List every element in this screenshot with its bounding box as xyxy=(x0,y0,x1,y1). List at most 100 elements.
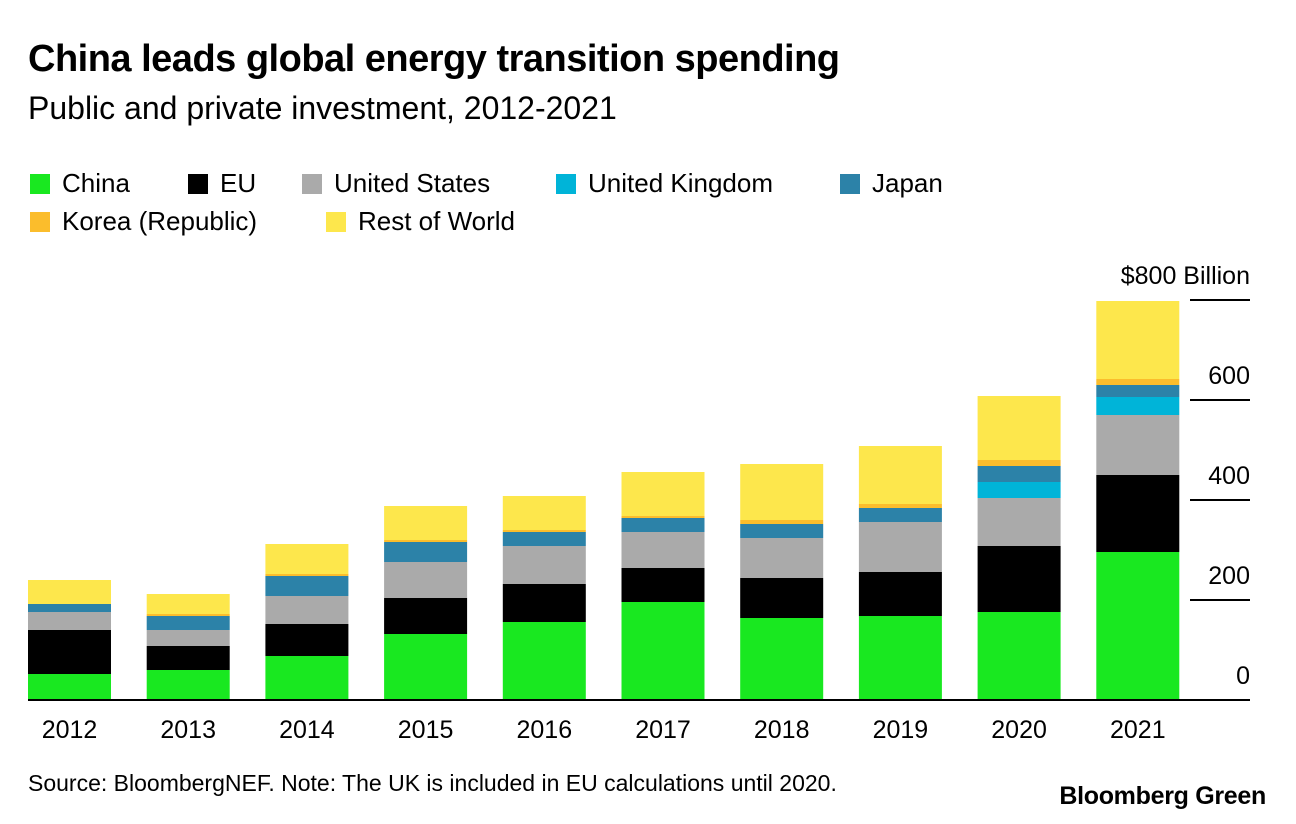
bar-segment xyxy=(977,612,1061,700)
bar-segment xyxy=(977,466,1061,482)
bar-segment xyxy=(1096,301,1180,379)
legend-label: United Kingdom xyxy=(588,168,773,198)
chart-title: China leads global energy transition spe… xyxy=(28,38,840,80)
brand-logo: Bloomberg Green xyxy=(1059,782,1266,810)
legend-item: Japan xyxy=(840,168,943,199)
x-tick-label: 2014 xyxy=(279,716,335,744)
legend-swatch xyxy=(326,211,346,232)
source-note: Source: BloombergNEF. Note: The UK is in… xyxy=(28,770,837,796)
bar-segment xyxy=(265,656,349,700)
bar-segment xyxy=(28,604,111,612)
x-tick-label: 2018 xyxy=(754,716,810,744)
legend-swatch xyxy=(840,173,860,194)
bar-segment xyxy=(146,594,230,614)
bar-segment xyxy=(265,576,349,596)
legend-label: Rest of World xyxy=(358,206,516,236)
bar-segment xyxy=(502,530,586,532)
bar-segment xyxy=(502,622,586,700)
x-tick-label: 2013 xyxy=(160,716,216,744)
y-tick-label: 400 xyxy=(1208,462,1250,490)
bar-segment xyxy=(977,482,1061,498)
bar-segment xyxy=(265,574,349,576)
legend-item: Korea (Republic) xyxy=(30,206,257,237)
bar-segment xyxy=(740,520,824,524)
bar-segment xyxy=(977,498,1061,546)
bar-segment xyxy=(502,532,586,546)
bar-segment xyxy=(502,584,586,622)
bar-segment xyxy=(621,602,705,700)
bar-segment xyxy=(28,674,111,700)
bar-segment xyxy=(146,630,230,646)
legend-item: China xyxy=(30,168,130,199)
bar-segment xyxy=(1096,379,1180,385)
bar-segment xyxy=(621,518,705,532)
bar-segment xyxy=(384,540,468,542)
y-tick-label: 0 xyxy=(1236,662,1250,690)
bar-segment xyxy=(1096,397,1180,415)
bar-segment xyxy=(265,544,349,574)
bar-segment xyxy=(1096,415,1180,475)
bar-segment xyxy=(1096,552,1180,700)
bar-segment xyxy=(384,542,468,562)
legend-swatch xyxy=(30,173,50,194)
y-tick-label: 600 xyxy=(1208,362,1250,390)
legend-label: China xyxy=(62,168,130,198)
bar-segment xyxy=(384,634,468,700)
bar-segment xyxy=(621,568,705,602)
bar-segment xyxy=(858,508,942,522)
bar-segment xyxy=(740,524,824,538)
legend-item: EU xyxy=(188,168,256,199)
bar-segment xyxy=(740,538,824,578)
chart-subtitle: Public and private investment, 2012-2021 xyxy=(28,90,617,126)
legend-label: Japan xyxy=(872,168,943,198)
bar-segment xyxy=(740,578,824,618)
x-tick-label: 2021 xyxy=(1110,716,1166,744)
x-tick-label: 2016 xyxy=(516,716,572,744)
bar-segment xyxy=(146,646,230,670)
bar-segment xyxy=(858,522,942,572)
legend-label: EU xyxy=(220,168,257,198)
legend-swatch xyxy=(30,211,50,232)
bar-segment xyxy=(265,624,349,656)
x-tick-label: 2017 xyxy=(635,716,691,744)
bar-segment xyxy=(384,562,468,598)
bar-segment xyxy=(1096,385,1180,397)
bar-segment xyxy=(977,396,1061,460)
bar-segment xyxy=(28,580,111,604)
x-tick-label: 2015 xyxy=(398,716,454,744)
bar-segment xyxy=(146,670,230,700)
bar-segment xyxy=(1096,475,1180,552)
legend-swatch xyxy=(302,173,322,194)
legend-label: Korea (Republic) xyxy=(62,206,258,236)
x-tick-label: 2020 xyxy=(991,716,1047,744)
bar-segment xyxy=(977,460,1061,466)
y-tick-label: $800 Billion xyxy=(1121,262,1250,290)
bar-segment xyxy=(621,472,705,516)
bar-segment xyxy=(502,496,586,530)
bar-segment xyxy=(146,614,230,616)
bar-segment xyxy=(858,572,942,616)
bar-segment xyxy=(28,630,111,674)
x-tick-label: 2019 xyxy=(873,716,929,744)
bar-segment xyxy=(740,618,824,700)
legend-swatch xyxy=(188,173,208,194)
bar-segment xyxy=(740,464,824,520)
bar-segment xyxy=(858,446,942,504)
legend-swatch xyxy=(556,173,576,194)
bar-segment xyxy=(265,596,349,624)
y-tick-label: 200 xyxy=(1208,562,1250,590)
bar-segment xyxy=(384,598,468,634)
bar-segment xyxy=(621,532,705,568)
bar-segment xyxy=(384,506,468,540)
bar-segment xyxy=(858,504,942,508)
legend-label: United States xyxy=(334,168,491,198)
legend-item: United States xyxy=(302,168,490,199)
legend-item: United Kingdom xyxy=(556,168,773,199)
stacked-bar-chart: 2012 2013 2014 2015 2016 2017 2018 2019 2020 2021… xyxy=(28,262,1250,744)
bar-segment xyxy=(146,616,230,630)
x-tick-label: 2012 xyxy=(42,716,98,744)
bar-segment xyxy=(977,546,1061,612)
bar-segment xyxy=(28,612,111,630)
bar-segment xyxy=(621,516,705,518)
bar-segment xyxy=(502,546,586,584)
